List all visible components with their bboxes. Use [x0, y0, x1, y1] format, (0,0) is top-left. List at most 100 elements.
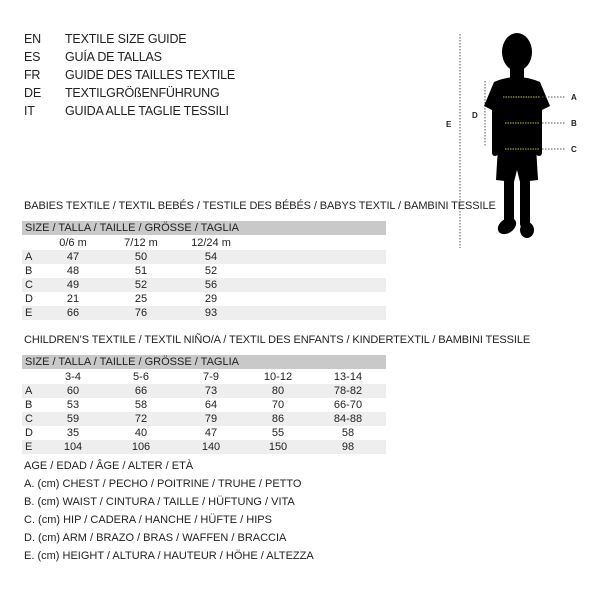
cell: 56	[204, 279, 218, 291]
cell: 25	[134, 293, 148, 305]
table-row: C 59 72 79 86 84-88	[22, 412, 386, 426]
column-header: 3-4	[65, 371, 81, 383]
table-row: C 49 52 56	[22, 278, 386, 292]
cell: 52	[204, 265, 218, 277]
label-a: A	[571, 93, 577, 102]
legend-line: C. (cm) HIP / CADERA / HANCHE / HÜFTE / …	[24, 514, 272, 526]
row-label: C	[25, 413, 33, 425]
cell: 50	[134, 251, 148, 263]
silhouette	[484, 33, 550, 238]
language-line: FR GUIDE DES TAILLES TEXTILE	[24, 68, 235, 82]
column-header: 5-6	[133, 371, 149, 383]
language-code: EN	[24, 32, 41, 46]
legend-line: E. (cm) HEIGHT / ALTURA / HAUTEUR / HÖHE…	[24, 550, 314, 562]
language-text: TEXTILE SIZE GUIDE	[65, 32, 187, 46]
language-code: DE	[24, 86, 41, 100]
cell: 150	[268, 441, 288, 453]
cell: 58	[341, 427, 355, 439]
cell: 53	[66, 399, 80, 411]
cell: 78-82	[333, 385, 363, 397]
legend-line: AGE / EDAD / ÂGE / ALTER / ETÀ	[24, 460, 194, 472]
column-header: 12/24 m	[191, 237, 231, 249]
cell: 72	[134, 413, 148, 425]
label-e: E	[446, 120, 452, 129]
cell: 21	[66, 293, 80, 305]
table-row: D 35 40 47 55 58	[22, 426, 386, 440]
cell: 66-70	[333, 399, 363, 411]
language-line: IT GUIDA ALLE TAGLIE TESSILI	[24, 104, 229, 118]
language-code: IT	[24, 104, 35, 118]
measure-lines	[503, 96, 540, 150]
cell: 59	[66, 413, 80, 425]
cell: 70	[271, 399, 285, 411]
column-header: 7-9	[203, 371, 219, 383]
cell: 55	[271, 427, 285, 439]
label-c: C	[571, 145, 577, 154]
column-header: 0/6 m	[59, 237, 87, 249]
cell: 106	[131, 441, 151, 453]
row-label: D	[25, 293, 33, 305]
row-label: D	[25, 427, 33, 439]
cell: 47	[66, 251, 80, 263]
cell: 51	[134, 265, 148, 277]
cell: 66	[66, 307, 80, 319]
cell: 84-88	[333, 413, 363, 425]
children-title: CHILDREN’S TEXTILE / TEXTIL NIÑO/A / TEX…	[24, 334, 531, 346]
table-row: E 104 106 140 150 98	[22, 440, 386, 454]
cell: 98	[341, 441, 355, 453]
cell: 73	[204, 385, 218, 397]
language-text: TEXTILGRÖßENFÜHRUNG	[65, 86, 220, 100]
label-d: D	[472, 111, 478, 120]
cell: 47	[204, 427, 218, 439]
row-label: E	[25, 441, 33, 453]
cell: 48	[66, 265, 80, 277]
cell: 40	[134, 427, 148, 439]
language-line: EN TEXTILE SIZE GUIDE	[24, 32, 187, 46]
table-row: B 53 58 64 70 66-70	[22, 398, 386, 412]
cell: 80	[271, 385, 285, 397]
cell: 49	[66, 279, 80, 291]
cell: 54	[204, 251, 218, 263]
column-header-row: 3-4 5-6 7-9 10-12 13-14	[22, 370, 386, 384]
label-b: B	[571, 119, 577, 128]
cell: 86	[271, 413, 285, 425]
language-code: ES	[24, 50, 41, 64]
table-row: A 60 66 73 80 78-82	[22, 384, 386, 398]
children-size-header: SIZE / TALLA / TAILLE / GRÖSSE / TAGLIA	[22, 355, 386, 369]
row-label: C	[25, 279, 33, 291]
table-row: E 66 76 93	[22, 306, 386, 320]
cell: 79	[204, 413, 218, 425]
row-label: B	[25, 399, 33, 411]
row-label: A	[25, 385, 33, 397]
language-text: GUIDE DES TAILLES TEXTILE	[65, 68, 236, 82]
cell: 60	[66, 385, 80, 397]
legend-line: A. (cm) CHEST / PECHO / POITRINE / TRUHE…	[24, 478, 302, 490]
cell: 35	[66, 427, 80, 439]
cell: 76	[134, 307, 148, 319]
table-row: D 21 25 29	[22, 292, 386, 306]
row-label: E	[25, 307, 33, 319]
column-header-row: 0/6 m 7/12 m 12/24 m	[22, 236, 386, 250]
column-header: 7/12 m	[124, 237, 158, 249]
cell: 52	[134, 279, 148, 291]
column-header: 13-14	[333, 371, 363, 383]
language-line: ES GUÍA DE TALLAS	[24, 50, 162, 64]
cell: 58	[134, 399, 148, 411]
row-label: A	[25, 251, 33, 263]
babies-title: BABIES TEXTILE / TEXTIL BEBÉS / TESTILE …	[24, 200, 496, 212]
cell: 66	[134, 385, 148, 397]
column-header: 10-12	[263, 371, 293, 383]
language-text: GUÍA DE TALLAS	[65, 50, 162, 64]
cell: 104	[63, 441, 83, 453]
cell: 93	[204, 307, 218, 319]
babies-size-header: SIZE / TALLA / TAILLE / GRÖSSE / TAGLIA	[22, 221, 386, 235]
cell: 64	[204, 399, 218, 411]
language-code: FR	[24, 68, 41, 82]
legend-line: D. (cm) ARM / BRAZO / BRAS / WAFFEN / BR…	[24, 532, 287, 544]
cell: 140	[201, 441, 221, 453]
child-silhouette-figure: A B C D E	[446, 33, 577, 248]
cell: 29	[204, 293, 218, 305]
legend-line: B. (cm) WAIST / CINTURA / TAILLE / HÜFTU…	[24, 496, 295, 508]
table-row: A 47 50 54	[22, 250, 386, 264]
language-text: GUIDA ALLE TAGLIE TESSILI	[65, 104, 229, 118]
